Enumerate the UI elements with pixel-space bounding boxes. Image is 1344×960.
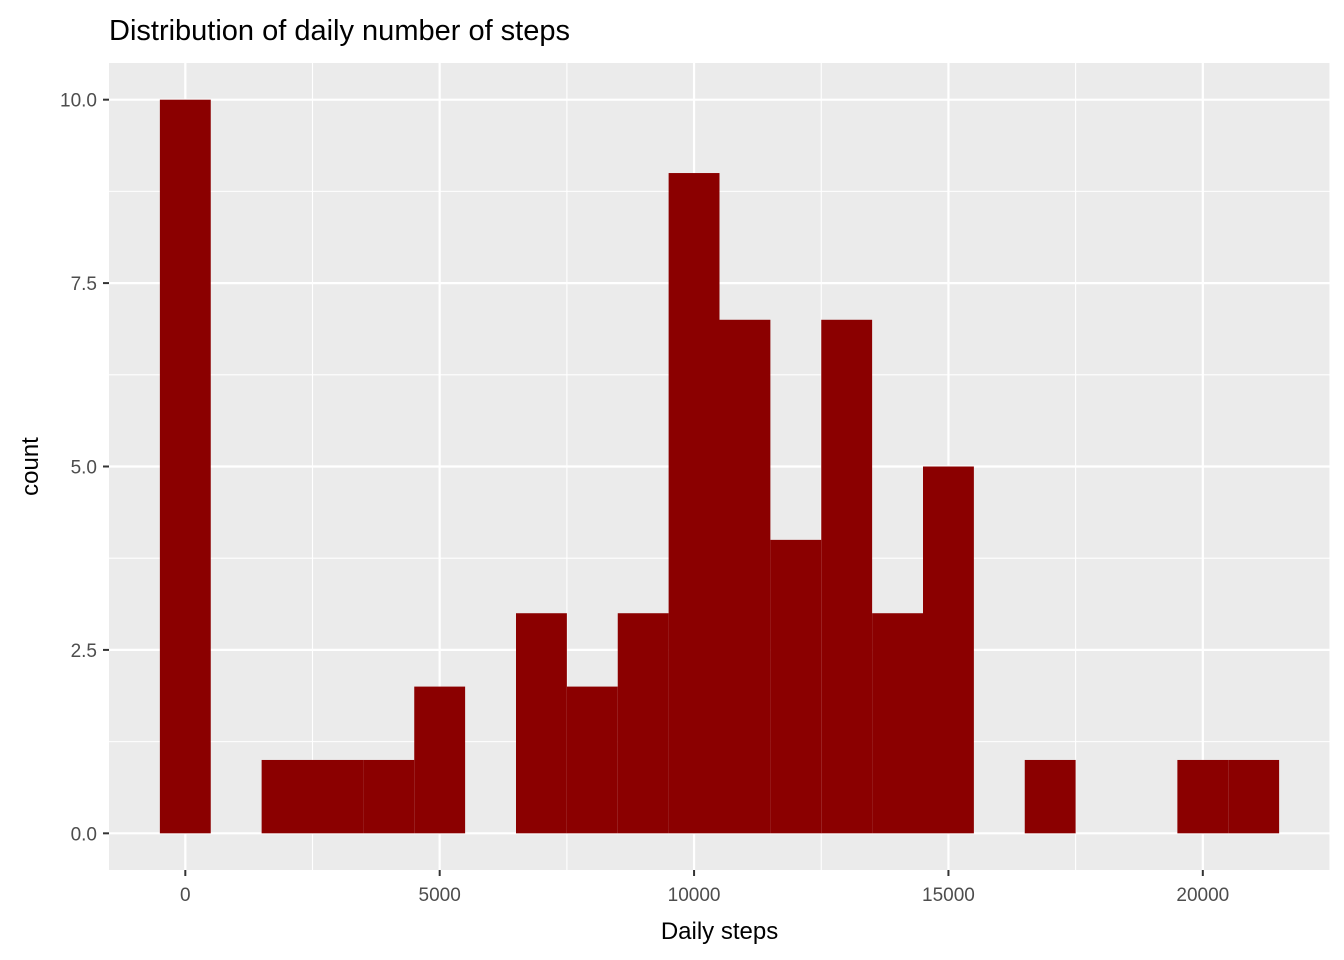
x-tick-label: 15000 xyxy=(922,885,975,906)
histogram-bar xyxy=(414,686,466,834)
y-tick-label: 10.0 xyxy=(60,91,97,112)
y-tick-label: 5.0 xyxy=(71,458,97,479)
histogram-bar xyxy=(312,759,364,834)
histogram-bar xyxy=(668,173,720,834)
y-tick-label: 2.5 xyxy=(71,641,97,662)
x-axis: 0 5000 10000 15000 20000 xyxy=(180,870,1229,906)
histogram-bar xyxy=(770,539,822,834)
histogram-bar xyxy=(821,319,873,834)
histogram-bar xyxy=(923,466,974,834)
y-tick-label: 7.5 xyxy=(71,274,97,295)
histogram-bar xyxy=(261,759,313,834)
histogram-bar xyxy=(516,613,567,834)
histogram-bars xyxy=(159,99,1280,834)
histogram-bar xyxy=(872,613,923,834)
x-tick-label: 5000 xyxy=(419,885,461,906)
chart-title: Distribution of daily number of steps xyxy=(109,15,570,47)
x-tick-label: 10000 xyxy=(668,885,721,906)
histogram-bar xyxy=(719,319,771,834)
y-tick-label: 0.0 xyxy=(71,824,97,845)
histogram-bar xyxy=(1177,759,1229,834)
x-axis-title: Daily steps xyxy=(661,918,778,945)
histogram-bar xyxy=(1228,759,1280,834)
histogram-bar xyxy=(1024,759,1076,834)
x-tick-label: 0 xyxy=(180,885,191,906)
histogram-bar xyxy=(159,99,211,834)
histogram-bar xyxy=(617,613,669,834)
histogram-bar xyxy=(363,759,415,834)
y-axis-title: count xyxy=(17,437,44,496)
x-tick-label: 20000 xyxy=(1176,885,1229,906)
histogram-bar xyxy=(566,686,618,834)
y-axis: 0.0 2.5 5.0 7.5 10.0 xyxy=(60,91,109,845)
